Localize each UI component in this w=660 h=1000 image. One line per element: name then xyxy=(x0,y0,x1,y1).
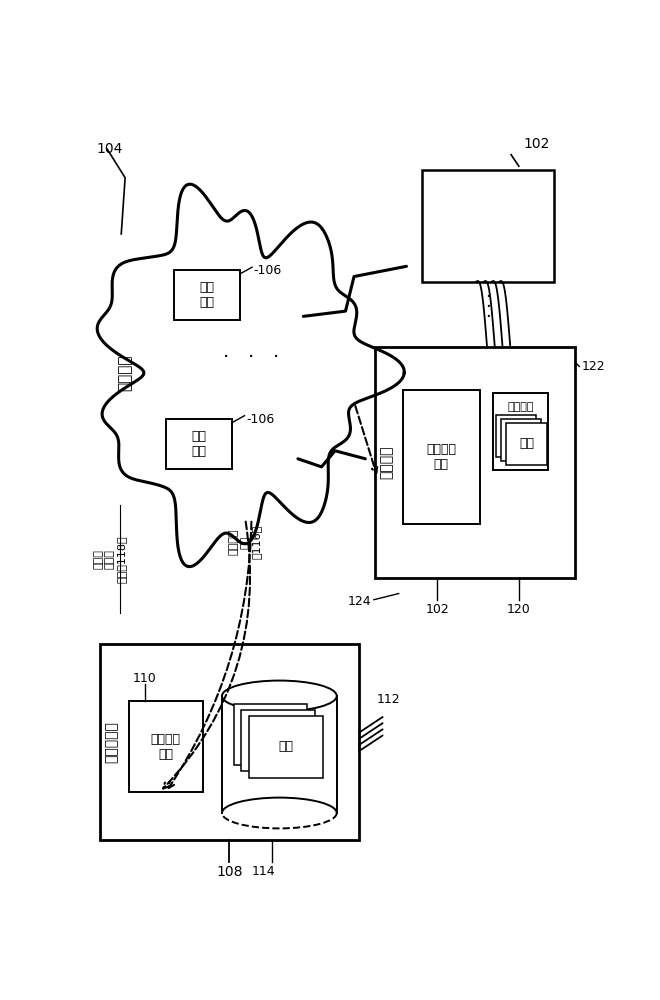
Text: ·   ·   ·: · · · xyxy=(223,348,280,367)
FancyBboxPatch shape xyxy=(129,701,203,792)
FancyBboxPatch shape xyxy=(166,419,232,469)
FancyBboxPatch shape xyxy=(422,170,554,282)
Text: 102: 102 xyxy=(523,137,550,151)
Text: 110: 110 xyxy=(133,672,156,685)
Text: 120: 120 xyxy=(507,603,531,616)
Text: 无线网络: 无线网络 xyxy=(117,354,133,391)
Text: 124: 124 xyxy=(348,595,372,608)
FancyBboxPatch shape xyxy=(222,696,337,813)
Text: 接入
节点: 接入 节点 xyxy=(191,430,207,458)
FancyBboxPatch shape xyxy=(249,716,323,778)
Text: 112: 112 xyxy=(376,693,400,706)
Text: 接入
节点: 接入 节点 xyxy=(199,281,214,309)
FancyBboxPatch shape xyxy=(403,389,480,524)
Text: ·: · xyxy=(485,288,490,306)
Text: ·: · xyxy=(485,298,490,316)
FancyBboxPatch shape xyxy=(100,644,359,840)
Text: -106: -106 xyxy=(254,264,282,277)
Text: 114: 114 xyxy=(252,865,276,878)
Text: 电子设备: 电子设备 xyxy=(379,446,393,479)
Text: 简档: 简档 xyxy=(519,437,534,450)
Text: 操作控制
引擎: 操作控制 引擎 xyxy=(426,443,456,471)
FancyBboxPatch shape xyxy=(242,710,315,771)
Text: 122: 122 xyxy=(581,360,605,373)
FancyBboxPatch shape xyxy=(506,423,546,465)
Text: 简档: 简档 xyxy=(278,740,293,753)
FancyBboxPatch shape xyxy=(376,347,576,578)
Text: 104: 104 xyxy=(96,142,123,156)
Text: 服务器系统: 服务器系统 xyxy=(105,721,119,763)
FancyBboxPatch shape xyxy=(501,419,541,461)
FancyBboxPatch shape xyxy=(493,393,548,470)
Ellipse shape xyxy=(222,681,337,711)
Text: 存储装置: 存储装置 xyxy=(507,402,534,412)
FancyBboxPatch shape xyxy=(496,415,536,457)
Text: 电子设备
信息
（116）: 电子设备 信息 （116） xyxy=(228,525,262,559)
Text: 108: 108 xyxy=(216,865,243,879)
Text: 简档选择
引擎: 简档选择 引擎 xyxy=(151,733,181,761)
Text: -106: -106 xyxy=(246,413,275,426)
Text: 选择的
简档的
指示（118）: 选择的 简档的 指示（118） xyxy=(93,535,126,583)
Text: 102: 102 xyxy=(426,603,449,616)
FancyBboxPatch shape xyxy=(234,704,308,765)
FancyBboxPatch shape xyxy=(174,270,240,320)
Text: ·: · xyxy=(485,308,490,326)
